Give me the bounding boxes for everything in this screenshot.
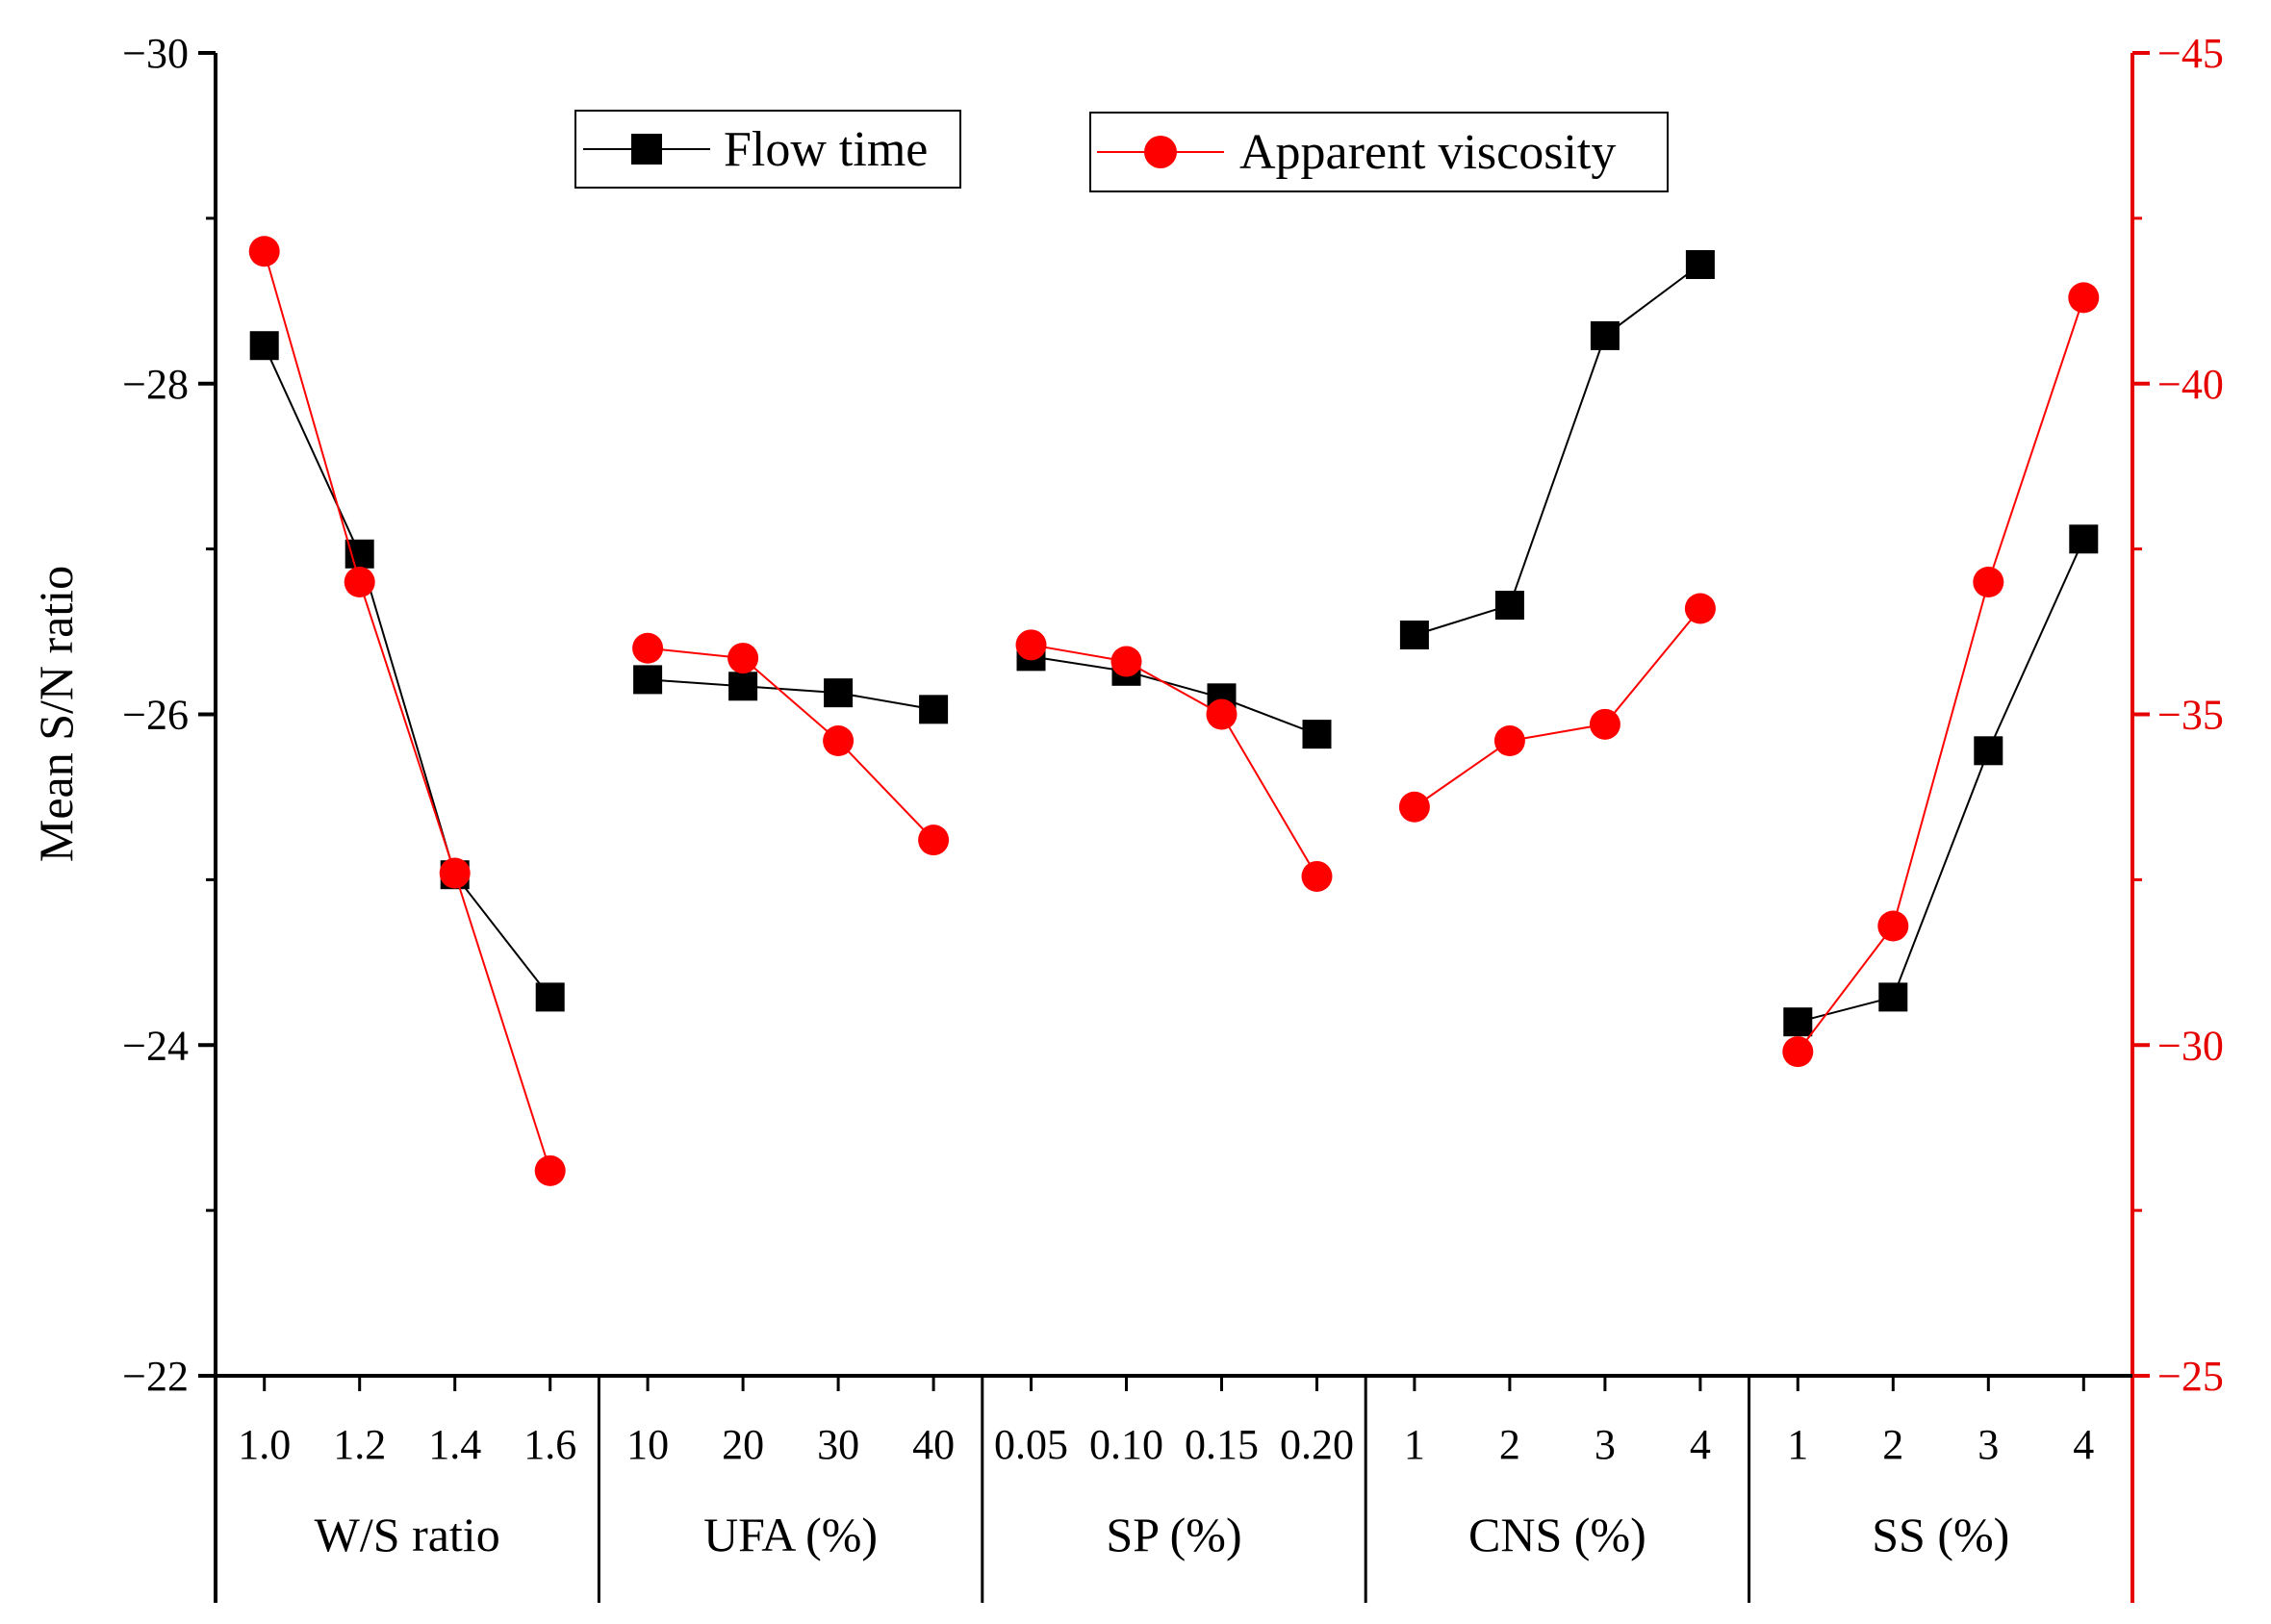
point-apparent-viscosity — [1589, 708, 1620, 740]
point-flow-time — [1685, 250, 1715, 279]
category-tick-label: 40 — [912, 1421, 955, 1468]
series-line-apparent-viscosity — [1797, 297, 2085, 1053]
point-apparent-viscosity — [1973, 567, 2004, 597]
right-tick-label: −25 — [2157, 1353, 2224, 1400]
point-apparent-viscosity — [823, 725, 855, 756]
category-tick-label: 2 — [1882, 1421, 1903, 1468]
left-tick-label: −28 — [122, 361, 189, 408]
group-label: UFA (%) — [703, 1508, 878, 1561]
point-flow-time — [1494, 591, 1524, 621]
category-tick-label: 1.0 — [238, 1421, 291, 1468]
series-line-flow-time — [648, 678, 934, 711]
right-tick-label: −40 — [2157, 361, 2224, 408]
category-tick-label: 3 — [1978, 1421, 1999, 1468]
series-layer — [248, 236, 2100, 1186]
left-tick-label: −22 — [122, 1353, 189, 1400]
series-line-flow-time — [1031, 655, 1317, 736]
category-tick-label: 1 — [1787, 1421, 1808, 1468]
point-apparent-viscosity — [248, 236, 280, 267]
right-tick-label: −30 — [2157, 1022, 2224, 1069]
point-flow-time — [2069, 524, 2099, 554]
category-tick-label: 3 — [1595, 1421, 1616, 1468]
point-flow-time — [535, 982, 565, 1012]
category-tick-label: 1.4 — [428, 1421, 481, 1468]
category-tick-label: 10 — [626, 1421, 669, 1468]
point-apparent-viscosity — [1398, 791, 1430, 823]
legend-marker-apparent-viscosity — [1144, 136, 1177, 168]
right-tick-label: −35 — [2157, 692, 2224, 739]
point-apparent-viscosity — [534, 1155, 566, 1186]
category-tick-label: 30 — [817, 1421, 859, 1468]
category-tick-label: 1.2 — [333, 1421, 386, 1468]
point-apparent-viscosity — [727, 643, 759, 674]
category-tick-label: 20 — [722, 1421, 764, 1468]
point-flow-time — [1399, 621, 1429, 649]
point-flow-time — [919, 695, 949, 724]
category-tick-label: 4 — [1690, 1421, 1711, 1468]
group-label: SP (%) — [1106, 1508, 1241, 1561]
series-line-apparent-viscosity — [263, 250, 551, 1172]
group-label: CNS (%) — [1468, 1508, 1646, 1561]
group-label: SS (%) — [1872, 1508, 2009, 1561]
legend-label-apparent-viscosity: Apparent viscosity — [1239, 125, 1616, 180]
legend-marker-flow-time — [631, 134, 662, 165]
series-line-apparent-viscosity — [647, 647, 934, 841]
series-line-apparent-viscosity — [1414, 607, 1701, 808]
category-tick-label: 1 — [1404, 1421, 1425, 1468]
left-tick-label: −30 — [122, 30, 189, 77]
point-flow-time — [1590, 320, 1620, 350]
category-tick-label: 1.6 — [523, 1421, 576, 1468]
category-tick-label: 0.10 — [1089, 1421, 1163, 1468]
point-flow-time — [1974, 736, 2003, 766]
right-tick-label: −45 — [2157, 30, 2224, 77]
point-flow-time — [1783, 1007, 1813, 1037]
left-ticks: −30 −28 −26 −24 −22 — [122, 30, 216, 1400]
legend-label-flow-time: Flow time — [724, 122, 928, 177]
right-ticks: −45 −40 −35 −30 −25 — [2132, 30, 2224, 1400]
group-label: W/S ratio — [315, 1508, 500, 1561]
point-flow-time — [1302, 720, 1332, 749]
point-apparent-viscosity — [2068, 282, 2100, 314]
category-tick-label: 0.15 — [1185, 1421, 1259, 1468]
category-tick-label: 0.20 — [1280, 1421, 1354, 1468]
legend-flow-time: Flow time — [574, 110, 961, 189]
series-line-flow-time — [263, 344, 551, 999]
series-line-apparent-viscosity — [1031, 644, 1318, 877]
point-flow-time — [824, 678, 854, 708]
point-flow-time — [728, 672, 758, 701]
point-apparent-viscosity — [1877, 910, 1909, 942]
left-tick-label: −26 — [122, 692, 189, 739]
point-apparent-viscosity — [1206, 698, 1238, 730]
point-apparent-viscosity — [439, 857, 471, 889]
point-apparent-viscosity — [1782, 1036, 1814, 1068]
point-apparent-viscosity — [632, 632, 664, 664]
point-flow-time — [344, 539, 374, 569]
point-flow-time — [1878, 982, 1908, 1012]
point-flow-time — [249, 331, 279, 361]
category-axis: 1.0 1.2 1.4 1.6 W/S ratio 10 20 30 40 UFA (%) 0.05… — [238, 1376, 2094, 1603]
point-apparent-viscosity — [1493, 725, 1525, 756]
category-tick-label: 0.05 — [994, 1421, 1068, 1468]
legend-apparent-viscosity: Apparent viscosity — [1089, 112, 1669, 192]
point-apparent-viscosity — [1684, 593, 1716, 624]
y-axis-title: Mean S/N ratio — [29, 566, 83, 862]
left-tick-label: −24 — [122, 1022, 189, 1069]
point-apparent-viscosity — [918, 825, 950, 856]
series-line-flow-time — [1798, 538, 2085, 1024]
point-apparent-viscosity — [1110, 646, 1142, 677]
category-tick-label: 4 — [2073, 1421, 2094, 1468]
point-apparent-viscosity — [1015, 629, 1047, 661]
point-flow-time — [633, 665, 663, 695]
category-tick-label: 2 — [1499, 1421, 1520, 1468]
series-line-flow-time — [1414, 264, 1701, 636]
point-apparent-viscosity — [344, 567, 375, 597]
point-apparent-viscosity — [1301, 860, 1333, 892]
